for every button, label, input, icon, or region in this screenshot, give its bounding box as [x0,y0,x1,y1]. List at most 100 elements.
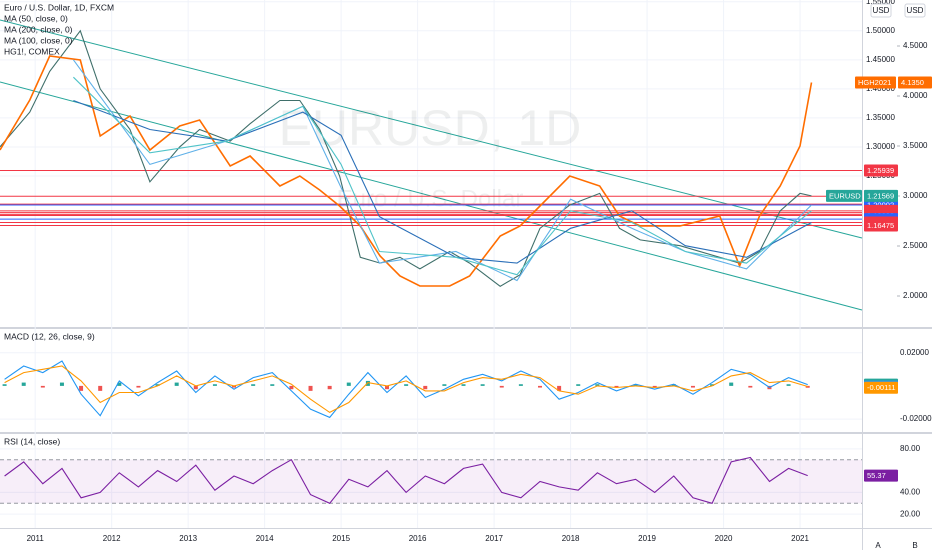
y-tick-label: 1.35000 [866,113,895,122]
histogram-bar [346,382,351,386]
series-line [4,365,808,414]
histogram-bar [480,384,485,386]
legend-entry: MA (200, close, 0) [4,24,73,34]
series-name-tag: EURUSD [829,191,861,200]
auto-scale-button[interactable]: A [875,541,881,550]
histogram-bar [633,384,638,386]
pane-title: MACD (12, 26, close, 9) [4,331,95,341]
x-tick-label: 2018 [562,534,580,543]
price-tag: 55.37 [867,471,886,480]
unit-box [870,3,892,18]
price-tag: 4.1350 [901,78,924,87]
series-line [4,456,808,504]
x-tick-label: 2015 [332,534,350,543]
histogram-bar [614,385,619,388]
histogram-bar [652,385,657,388]
x-tick-label: 2012 [103,534,121,543]
series-line [73,76,812,276]
histogram-bar [136,385,141,388]
y2-tick-label: 4.0000 [903,91,928,100]
series-name-box [826,189,862,202]
pane-title: Euro / U.S. Dollar, 1D, FXCM [4,2,114,12]
watermark: EURUSD, 1D [279,100,582,156]
histogram-bar [805,385,810,388]
y-tick-label: 20.00 [900,509,921,518]
grid [0,0,862,528]
histogram-bar [270,384,275,386]
histogram-bar [98,385,103,391]
series-line [0,29,812,287]
pane-title: RSI (14, close) [4,436,60,446]
histogram-bar [193,385,198,390]
watermark-sub: Euro / U.S. Dollar [337,185,524,212]
y-tick-label: 0.02000 [900,348,929,357]
histogram-bar [576,384,581,386]
unit-label: USD [873,6,890,15]
histogram-bar [2,384,7,386]
histogram-bar [365,380,370,386]
y2-tick-label: 3.0000 [903,191,928,200]
histogram-bar [710,384,715,386]
histogram-bar [671,384,676,386]
level-label: 1.25939 [867,166,894,175]
legend-entry: MA (50, close, 0) [4,13,68,23]
trend-line [0,19,863,239]
x-tick-label: 2019 [638,534,656,543]
histogram-bar [690,385,695,388]
histogram-bar [537,385,542,388]
x-tick-label: 2021 [791,534,809,543]
histogram-bar [404,384,409,386]
x-tick-label: 2014 [256,534,274,543]
histogram-bar [117,382,122,386]
x-tick-label: 2017 [485,534,503,543]
histogram-bar [251,384,256,386]
histogram-bar [595,384,600,386]
histogram-bar [729,382,734,386]
histogram-bar [327,385,332,390]
histogram-bar [40,385,45,388]
rsi-band [0,459,862,504]
x-tick-label: 2020 [715,534,733,543]
y2-tick-label: 3.5000 [903,141,928,150]
price-tag-box [864,189,898,202]
y-tick-label: 80.00 [900,444,921,453]
unit-label: USD [907,6,924,15]
histogram-bar [423,385,428,390]
y-tick-label: -0.02000 [900,414,932,423]
log-scale-button[interactable]: B [912,541,917,550]
legend-entry: HG1!, COMEX [4,46,60,56]
histogram-bar [385,385,390,390]
x-tick-label: 2013 [179,534,197,543]
price-tag-box [864,381,898,394]
series-line [0,55,813,287]
series-name-box [855,76,896,89]
price-tag: -0.00111 [867,383,896,392]
histogram-bar [79,385,84,391]
price-tag: 1.21569 [867,191,894,200]
x-tick-label: 2011 [27,534,45,543]
histogram-bar [748,385,753,388]
y2-tick-label: 4.5000 [903,41,928,50]
histogram-bar [499,385,504,388]
level-label-box [864,219,898,232]
y-tick-label: 1.45000 [866,55,895,64]
y-tick-label: 1.50000 [866,26,895,35]
histogram-bar [461,384,466,386]
histogram-bar [232,385,237,388]
level-label: 1.16475 [867,221,894,230]
series-name-tag: HGH2021 [858,78,891,87]
y2-tick-label: 2.0000 [903,291,928,300]
histogram-bar [518,384,523,386]
histogram-bar [59,382,64,386]
price-tag-box [898,76,932,89]
price-tag-box [864,469,898,482]
x-tick-label: 2016 [409,534,427,543]
y-tick-label: 1.55000 [866,0,895,6]
histogram-bar [174,382,179,386]
histogram-bar [557,385,562,391]
histogram-bar [442,384,447,386]
histogram-bar [786,384,791,386]
histogram-bar [289,385,294,390]
